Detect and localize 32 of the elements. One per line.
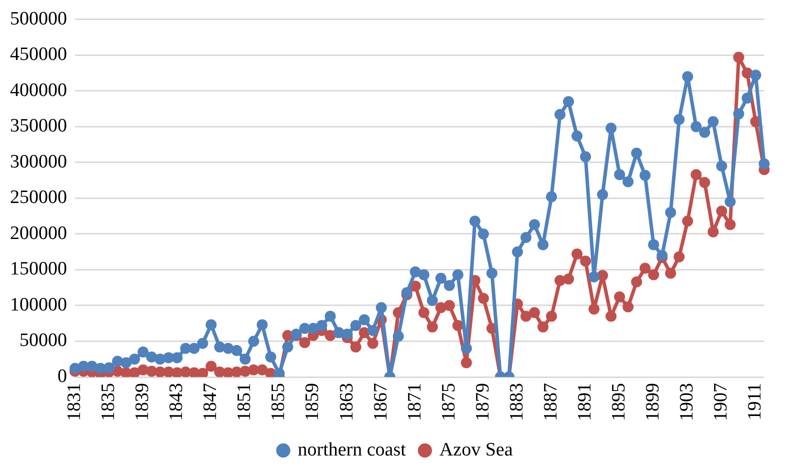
x-tick-label: 1843 (166, 383, 188, 421)
x-tick-label: 1895 (608, 383, 630, 421)
x-tick-label: 1835 (98, 383, 120, 421)
y-tick-label: 400000 (10, 80, 67, 101)
y-tick-label: 300000 (10, 151, 67, 172)
legend-label: northern coast (298, 439, 407, 460)
x-tick-label: 1851 (234, 383, 256, 421)
x-tick-label: 1899 (642, 383, 664, 421)
x-tick-label: 1875 (438, 383, 460, 421)
x-tick-label: 1887 (540, 383, 562, 421)
y-tick-label: 50000 (20, 330, 67, 352)
legend-label: Azov Sea (439, 439, 514, 460)
x-tick-label: 1847 (200, 383, 222, 421)
x-tick-label: 1863 (336, 383, 358, 421)
x-tick-label: 1859 (302, 383, 324, 421)
y-tick-label: 200000 (10, 222, 67, 244)
x-tick-label: 1855 (268, 383, 290, 421)
x-tick-label: 1911 (744, 383, 766, 420)
y-tick-label: 350000 (10, 116, 67, 137)
x-tick-label: 1879 (472, 383, 494, 421)
y-tick-label: 150000 (10, 258, 67, 280)
x-tick-label: 1867 (370, 383, 392, 421)
y-tick-label: 500000 (10, 8, 67, 30)
x-tick-label: 1907 (710, 383, 732, 421)
y-tick-label: 450000 (10, 44, 67, 66)
x-tick-label: 1839 (132, 383, 154, 421)
x-tick-label: 1903 (676, 383, 698, 421)
y-tick-label: 250000 (10, 187, 67, 208)
x-tick-label: 1871 (404, 383, 426, 421)
x-tick-label: 1891 (574, 383, 596, 421)
x-tick-label: 1883 (506, 383, 528, 421)
y-tick-label: 100000 (10, 294, 67, 316)
